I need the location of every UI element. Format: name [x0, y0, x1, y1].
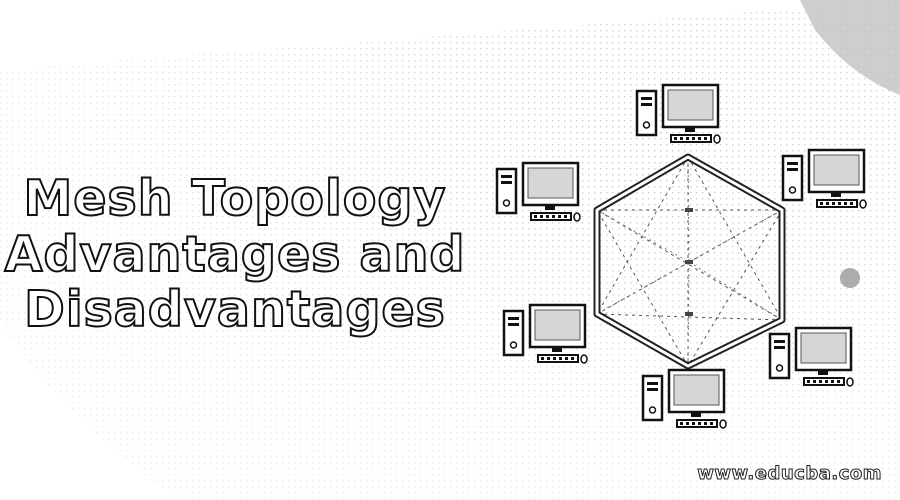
title-line-2: Advantages and: [4, 226, 466, 283]
watermark-url: www.educba.com: [697, 463, 882, 485]
mesh-center-marker: [685, 260, 693, 264]
small-decoration-dot: [840, 268, 860, 288]
desktop-computer-icon: [502, 303, 588, 364]
mesh-link: [687, 156, 783, 321]
mesh-center-marker: [685, 208, 693, 212]
desktop-computer-icon: [768, 326, 854, 387]
title-line-1: Mesh Topology: [23, 170, 447, 227]
mesh-link: [596, 313, 783, 321]
desktop-computer-icon: [635, 83, 721, 144]
mesh-center-marker: [685, 312, 693, 316]
mesh-link: [596, 209, 689, 367]
mesh-network-diagram: [495, 83, 867, 429]
corner-decoration: [800, 0, 900, 95]
mesh-link: [687, 209, 783, 367]
desktop-computer-icon: [641, 368, 727, 429]
title-line-3: Disadvantages: [23, 281, 446, 338]
desktop-computer-icon: [781, 148, 867, 209]
mesh-link: [596, 156, 689, 315]
mesh-link: [596, 209, 783, 321]
desktop-computer-icon: [495, 161, 581, 222]
mesh-link: [688, 261, 783, 321]
